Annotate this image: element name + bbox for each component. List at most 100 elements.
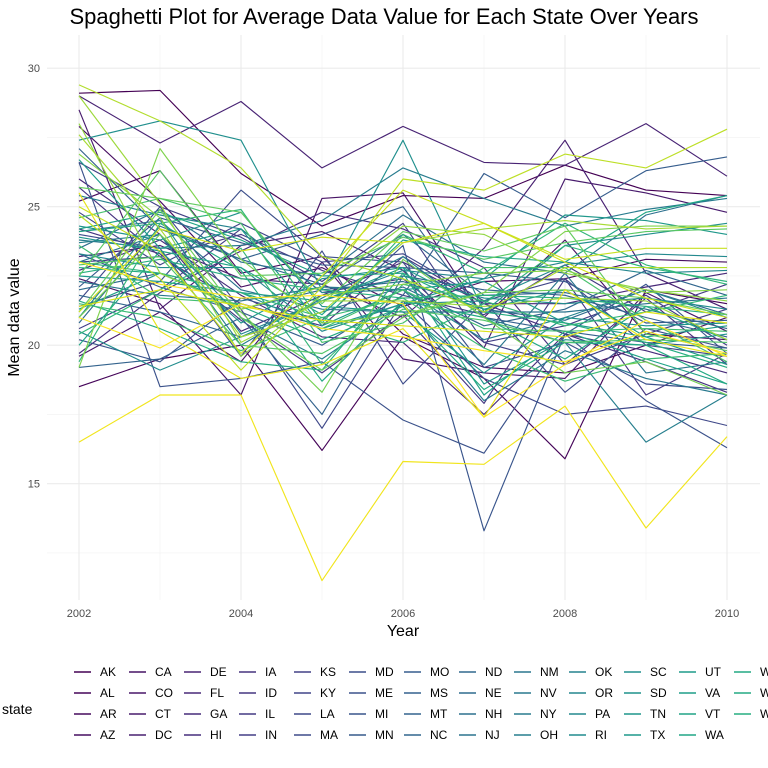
legend-item: IL <box>239 707 275 721</box>
legend-item: MD <box>349 665 394 679</box>
legend-label: CT <box>155 707 172 721</box>
legend-item: AK <box>74 665 116 679</box>
legend-label: KY <box>320 686 336 700</box>
legend-label: SC <box>650 665 667 679</box>
legend-label: SD <box>650 686 667 700</box>
legend-label: MA <box>320 728 338 742</box>
legend-label: AL <box>100 686 115 700</box>
legend-label: DE <box>210 665 227 679</box>
legend-label: PA <box>595 707 610 721</box>
legend-label: MI <box>375 707 388 721</box>
series-line-ak <box>78 89 728 227</box>
legend-item: OH <box>514 728 558 742</box>
legend-item: AL <box>74 686 115 700</box>
legend-label: W <box>760 665 768 679</box>
legend-item: MT <box>404 707 448 721</box>
series-line <box>78 186 728 352</box>
axis-layer: 15 20 25 30 2002 2004 2006 2008 2010 Year Mean dat… <box>6 63 739 640</box>
legend-label: MO <box>430 665 449 679</box>
series-line <box>78 192 728 418</box>
legend-label: CA <box>155 665 172 679</box>
legend-label: FL <box>210 686 224 700</box>
legend-item: MS <box>404 686 448 700</box>
legend-item: CT <box>129 707 172 721</box>
legend-item: KY <box>294 686 336 700</box>
legend-label: NY <box>540 707 557 721</box>
x-tick-label: 2006 <box>391 608 415 620</box>
legend-item: NH <box>459 707 502 721</box>
legend-item: ID <box>239 686 277 700</box>
legend-item: KS <box>294 665 336 679</box>
legend-label: UT <box>705 665 722 679</box>
x-axis-title: Year <box>387 623 420 640</box>
legend-item: NV <box>514 686 557 700</box>
series-line <box>78 208 728 371</box>
legend-item: W <box>734 707 768 721</box>
legend-item: PA <box>569 707 610 721</box>
legend-label: WA <box>705 728 724 742</box>
legend-item: NM <box>514 665 559 679</box>
legend-item: IA <box>239 665 276 679</box>
legend-item: ND <box>459 665 503 679</box>
series-layer <box>78 84 728 582</box>
legend-item: NJ <box>459 728 500 742</box>
legend-item: IN <box>239 728 277 742</box>
series-line-me <box>78 162 728 454</box>
legend-item: HI <box>184 728 222 742</box>
x-tick-label: 2008 <box>553 608 577 620</box>
legend-label: TN <box>650 707 666 721</box>
legend-item: MA <box>294 728 338 742</box>
legend-item: TN <box>624 707 666 721</box>
legend-item: TX <box>624 728 665 742</box>
legend-label: RI <box>595 728 607 742</box>
legend-label: IN <box>265 728 277 742</box>
legend-item: UT <box>679 665 722 679</box>
legend-item: DC <box>129 728 173 742</box>
legend-item: ME <box>349 686 393 700</box>
legend-label: AR <box>100 707 117 721</box>
legend-label: MT <box>430 707 448 721</box>
legend-item: W <box>734 686 768 700</box>
series-line <box>78 297 728 382</box>
legend-label: IA <box>265 665 276 679</box>
y-axis-title: Mean data value <box>6 258 23 376</box>
legend-label: VT <box>705 707 721 721</box>
legend-label: AZ <box>100 728 115 742</box>
legend-item: MO <box>404 665 449 679</box>
y-tick-label: 20 <box>28 340 40 352</box>
series-line-mi <box>78 244 728 532</box>
legend-item: CO <box>129 686 173 700</box>
legend-label: ND <box>485 665 503 679</box>
series-line <box>78 95 728 343</box>
legend-layer: state AK AL AR AZ CA CO CT DC DE FL GA HI IA ID IL IN KS K… <box>2 665 768 742</box>
legend-item: GA <box>184 707 227 721</box>
series-line <box>78 189 727 355</box>
series-line <box>78 170 728 277</box>
legend-item: VT <box>679 707 721 721</box>
legend-label: LA <box>320 707 335 721</box>
legend-label: HI <box>210 728 222 742</box>
legend-label: NJ <box>485 728 500 742</box>
legend-item: SD <box>624 686 667 700</box>
legend-label: GA <box>210 707 227 721</box>
series-line <box>78 233 728 396</box>
legend-label: OH <box>540 728 558 742</box>
y-tick-label: 15 <box>28 479 40 491</box>
series-line <box>78 208 728 363</box>
legend-item: NE <box>459 686 502 700</box>
legend-label: MN <box>375 728 394 742</box>
legend-item: CA <box>129 665 172 679</box>
legend-item: MN <box>349 728 394 742</box>
legend-item: NY <box>514 707 557 721</box>
legend-item: LA <box>294 707 335 721</box>
series-line-nc <box>78 269 728 338</box>
series-line <box>78 261 728 418</box>
legend-item: WA <box>679 728 724 742</box>
legend-item: VA <box>679 686 720 700</box>
legend-item: FL <box>184 686 224 700</box>
legend-label: NM <box>540 665 559 679</box>
legend-label: IL <box>265 707 275 721</box>
legend-label: KS <box>320 665 336 679</box>
series-line <box>78 303 728 363</box>
legend-label: DC <box>155 728 173 742</box>
